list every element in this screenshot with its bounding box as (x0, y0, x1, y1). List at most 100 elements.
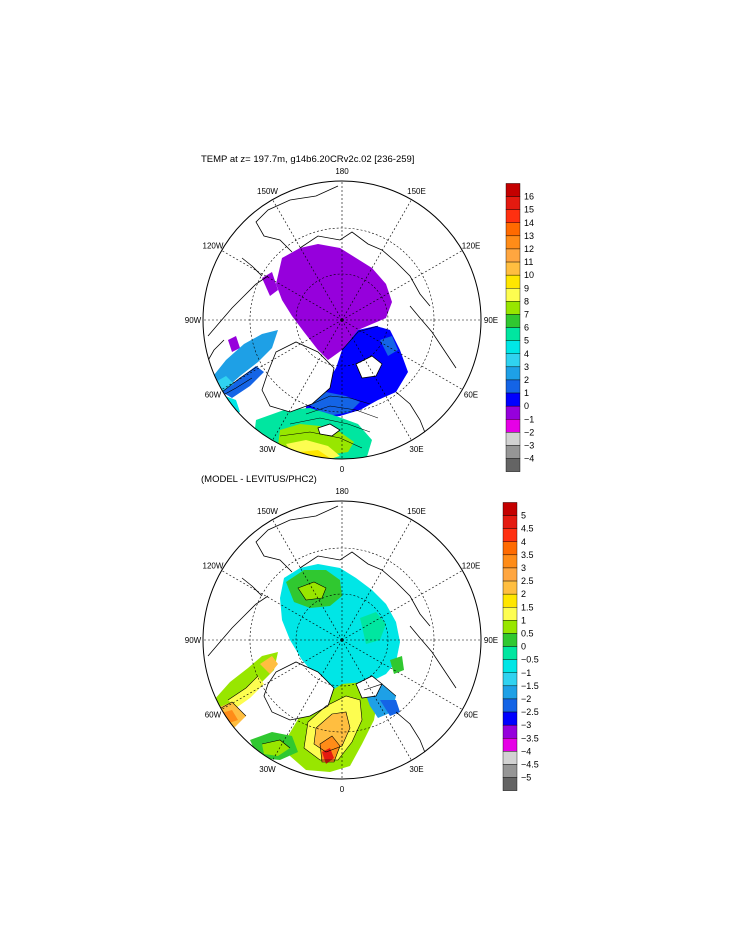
colorbar-label: −2 (524, 427, 534, 437)
panel-2-title: (MODEL - LEVITUS/PHC2) (201, 474, 317, 485)
colorbar-label: 8 (524, 296, 529, 306)
meridian-line (341, 319, 463, 390)
colorbar-label: 3 (524, 362, 529, 372)
meridian-label: 0 (340, 465, 345, 474)
colorbar-label: 4.5 (521, 524, 534, 534)
colorbar-label: −4.5 (521, 759, 539, 769)
colorbar-label: −2.5 (521, 707, 539, 717)
meridian-label: 150W (257, 187, 278, 196)
meridian-labels: 180 150E 120E 90E 60E 30E 0 30W 60W 90W 120W 150W (185, 167, 498, 474)
colorbar-label: −3 (524, 440, 534, 450)
colorbar-swatch (502, 620, 518, 634)
colorbar-label: 1.5 (521, 602, 534, 612)
map-boundary-2 (202, 500, 482, 780)
meridian-line (341, 519, 412, 641)
meridian-line (341, 570, 463, 641)
colorbar-label: 11 (524, 257, 533, 267)
colorbar-label: 2.5 (521, 576, 534, 586)
meridian-line (272, 519, 343, 641)
colorbar-swatch (502, 593, 518, 608)
colorbar-label: 0 (521, 642, 526, 652)
colorbar-swatch (502, 515, 518, 529)
colorbar-label: 3.5 (521, 550, 534, 560)
meridian-label: 90E (484, 316, 498, 325)
meridian-line (341, 199, 412, 321)
colorbar-swatch (502, 698, 518, 713)
colorbar-swatch (502, 711, 518, 726)
meridian-label: 120E (462, 242, 481, 251)
meridian-line (341, 250, 463, 321)
colorbar-label: 14 (524, 218, 534, 228)
colorbar-label: −1 (521, 668, 531, 678)
meridian-line (341, 639, 412, 761)
colorbar-swatch (502, 672, 518, 687)
meridian-label: 90E (484, 636, 498, 645)
colorbar-label: 0 (524, 401, 529, 411)
colorbar-label: 5 (524, 336, 529, 346)
colorbar-label: −4 (521, 746, 531, 756)
colorbar-swatch (505, 458, 521, 472)
colorbar-label: 12 (524, 244, 534, 254)
map-boundary (202, 180, 482, 460)
meridian-line (272, 319, 343, 441)
colorbar-2: 5 4.5 4 3.5 3 2.5 2 1.5 1 0.5 0 −0.5 −1 −1.5 −2 −2.5 −3 −… (502, 502, 539, 791)
colorbar-label: 9 (524, 283, 529, 293)
difference-field (212, 564, 404, 772)
graticule-2 (203, 501, 481, 779)
colorbar-swatch (502, 580, 518, 595)
colorbar-swatch (502, 659, 518, 673)
colorbar-swatch (502, 724, 518, 739)
meridian-label: 150E (407, 507, 426, 516)
colorbar-label: 13 (524, 231, 534, 241)
colorbar-swatch (502, 528, 518, 542)
colorbar-swatch (502, 633, 518, 647)
colorbar-swatch (502, 554, 518, 569)
meridian-label: 60W (205, 391, 222, 400)
colorbar-label: 5 (521, 511, 526, 521)
meridian-labels-2: 180 150E 120E 90E 60E 30E 0 30W 60W 90W 120W 150W (185, 487, 498, 794)
meridian-line (221, 250, 343, 321)
colorbar-label: 3 (521, 563, 526, 573)
colorbar-swatch (502, 646, 518, 660)
colorbar-swatch (502, 738, 518, 752)
meridian-line (272, 639, 343, 761)
colorbar-label: 2 (521, 589, 526, 599)
meridian-label: 120W (203, 242, 224, 251)
colorbar-label: −3.5 (521, 733, 539, 743)
colorbar-label: 4 (524, 349, 529, 359)
colorbar-label: 16 (524, 192, 534, 202)
colorbar-swatch (502, 764, 518, 778)
panel-1-title: TEMP at z= 197.7m, g14b6.20CRv2c.02 [236… (201, 154, 415, 165)
colorbar-swatch (502, 607, 518, 621)
colorbar-swatch (502, 751, 518, 765)
colorbar-label: −5 (521, 773, 531, 783)
meridian-line (221, 639, 343, 710)
meridian-label: 120W (203, 562, 224, 571)
colorbar-label: 1 (521, 615, 526, 625)
colorbar-label: 15 (524, 205, 534, 215)
meridian-label: 30W (259, 765, 276, 774)
colorbar-label: −2 (521, 694, 531, 704)
meridian-label: 0 (340, 785, 345, 794)
colorbar-swatch (502, 567, 518, 582)
colorbar-label: 2 (524, 375, 529, 385)
meridian-line (221, 319, 343, 390)
colorbar-label: −1.5 (521, 681, 539, 691)
coastlines-2 (207, 505, 457, 761)
contours-2 (213, 581, 397, 763)
meridian-line (272, 199, 343, 321)
colorbar-swatch (502, 541, 518, 556)
colorbar-label: 10 (524, 270, 534, 280)
colorbar-label: −0.5 (521, 655, 539, 665)
colorbar-label: 6 (524, 323, 529, 333)
colorbar-swatch (502, 502, 518, 516)
meridian-label: 180 (335, 167, 349, 176)
colorbar-swatch (502, 777, 518, 791)
meridian-label: 90W (185, 636, 202, 645)
colorbar-label: −3 (521, 720, 531, 730)
meridian-label: 30W (259, 445, 276, 454)
